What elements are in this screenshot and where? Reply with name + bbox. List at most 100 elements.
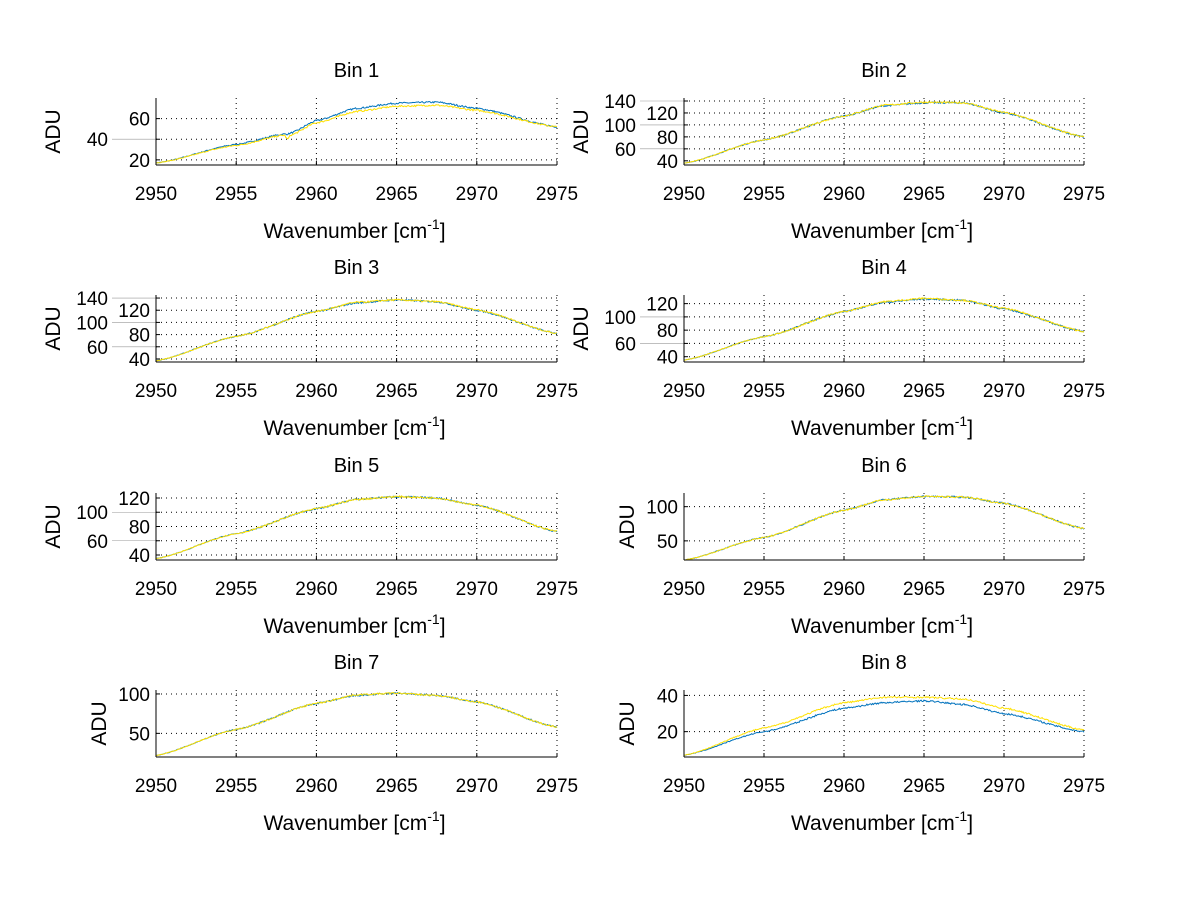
x-tick-label: 2970 <box>456 776 498 797</box>
x-tick-label: 2955 <box>215 579 257 600</box>
x-tick-label: 2970 <box>456 184 498 205</box>
x-axis-label: Wavenumber [cm-1] <box>263 413 445 440</box>
x-tick-label: 2960 <box>295 776 337 797</box>
y-axis-label: ADU <box>570 109 593 153</box>
x-axis-label-suffix: ] <box>967 615 973 638</box>
subplot-bin-4: 2950 2955 2960 2965 2970 2975 40 60 80 100 120 Bin … <box>570 257 1105 440</box>
y-tick-label: 120 <box>118 489 150 510</box>
x-axis-label-text: Wavenumber [cm <box>791 417 955 440</box>
series-line-1 <box>155 100 558 164</box>
x-axis-label-text: Wavenumber [cm <box>791 812 955 835</box>
x-axis-label-text: Wavenumber [cm <box>263 812 427 835</box>
subplot-title: Bin 2 <box>861 60 907 82</box>
x-tick-label: 2965 <box>375 776 417 797</box>
x-tick-label: 2975 <box>536 381 578 402</box>
subplot-title: Bin 3 <box>334 257 380 279</box>
y-tick-label: 120 <box>118 301 150 322</box>
y-axis-label: ADU <box>42 109 65 153</box>
x-tick-label: 2970 <box>456 381 498 402</box>
x-axis-label: Wavenumber [cm-1] <box>791 808 973 835</box>
subplot-bin-5: 2950 2955 2960 2965 2970 2975 40 60 80 100 120 Bin … <box>42 455 578 638</box>
x-axis-label-suffix: ] <box>967 220 973 243</box>
x-tick-label: 2965 <box>903 579 945 600</box>
x-axis-label-suffix: ] <box>440 615 446 638</box>
x-axis-label: Wavenumber [cm-1] <box>263 611 445 638</box>
x-tick-label: 2960 <box>823 776 865 797</box>
x-tick-label: 2955 <box>743 579 785 600</box>
y-tick-label: 40 <box>657 686 678 707</box>
series-line-2 <box>684 101 1085 164</box>
y-tick-label: 100 <box>646 498 678 519</box>
x-tick-label: 2965 <box>375 381 417 402</box>
x-tick-label: 2975 <box>1063 184 1105 205</box>
x-tick-label: 2955 <box>743 776 785 797</box>
x-tick-label: 2975 <box>536 776 578 797</box>
x-tick-label: 2955 <box>743 184 785 205</box>
x-tick-label: 2975 <box>1063 381 1105 402</box>
x-axis-label: Wavenumber [cm-1] <box>791 413 973 440</box>
series-line-2 <box>683 296 1085 361</box>
x-tick-label: 2950 <box>663 381 705 402</box>
x-axis-label: Wavenumber [cm-1] <box>263 808 445 835</box>
y-tick-label: 60 <box>615 140 636 161</box>
y-axis-label: ADU <box>42 306 65 350</box>
x-tick-label: 2965 <box>903 184 945 205</box>
x-tick-label: 2955 <box>215 184 257 205</box>
y-tick-label: 80 <box>657 128 678 149</box>
x-axis-label-superscript: -1 <box>427 216 440 232</box>
y-tick-label: 40 <box>657 348 678 369</box>
x-tick-label: 2950 <box>135 381 177 402</box>
y-tick-label: 40 <box>129 350 150 371</box>
subplot-bin-1: 2950 2955 2960 2965 2970 2975 20 40 60 Bin 1 Waven… <box>42 60 578 243</box>
y-tick-label: 80 <box>657 321 678 342</box>
y-tick-label: 100 <box>604 308 636 329</box>
x-axis-label-text: Wavenumber [cm <box>791 615 955 638</box>
x-axis-label-superscript: -1 <box>427 808 440 824</box>
y-tick-label: 60 <box>615 334 636 355</box>
x-axis-label-text: Wavenumber [cm <box>263 417 427 440</box>
y-tick-label: 100 <box>118 685 150 706</box>
series-line-2 <box>156 298 558 362</box>
series-line-2 <box>155 495 558 560</box>
y-tick-label: 100 <box>76 503 108 524</box>
x-tick-label: 2955 <box>215 381 257 402</box>
x-tick-label: 2970 <box>983 776 1025 797</box>
y-tick-label: 20 <box>657 723 678 744</box>
x-axis-label-superscript: -1 <box>955 413 968 429</box>
x-axis-label-suffix: ] <box>440 812 446 835</box>
y-tick-label: 120 <box>646 295 678 316</box>
x-tick-label: 2960 <box>295 381 337 402</box>
y-axis-label: ADU <box>616 701 639 745</box>
x-axis-label-text: Wavenumber [cm <box>791 220 955 243</box>
x-tick-label: 2965 <box>903 381 945 402</box>
x-tick-label: 2965 <box>375 184 417 205</box>
series-line-1 <box>683 101 1085 164</box>
subplot-bin-8: 2950 2955 2960 2965 2970 2975 20 40 Bin 8 Wavenum… <box>616 652 1105 835</box>
y-tick-label: 100 <box>604 116 636 137</box>
y-tick-label: 60 <box>129 110 150 131</box>
x-tick-label: 2975 <box>1063 776 1105 797</box>
x-tick-label: 2955 <box>743 381 785 402</box>
x-tick-label: 2960 <box>295 184 337 205</box>
subplot-title: Bin 6 <box>861 455 907 477</box>
x-tick-label: 2960 <box>823 579 865 600</box>
x-tick-label: 2960 <box>823 184 865 205</box>
series-line-2 <box>683 495 1085 561</box>
x-tick-label: 2975 <box>536 579 578 600</box>
series-line-1 <box>684 495 1085 561</box>
x-tick-label: 2950 <box>663 776 705 797</box>
y-axis-label: ADU <box>570 306 593 350</box>
x-tick-label: 2970 <box>983 579 1025 600</box>
subplot-bin-6: 2950 2955 2960 2965 2970 2975 50 100 Bin 6 Wavenu… <box>616 455 1105 638</box>
x-axis-label-suffix: ] <box>967 812 973 835</box>
x-tick-label: 2970 <box>983 184 1025 205</box>
x-axis-label-suffix: ] <box>440 220 446 243</box>
series-line-1 <box>683 297 1085 361</box>
y-tick-label: 80 <box>129 326 150 347</box>
x-axis-label-suffix: ] <box>967 417 973 440</box>
x-tick-label: 2960 <box>295 579 337 600</box>
y-tick-label: 60 <box>87 338 108 359</box>
subplot-title: Bin 1 <box>334 60 380 82</box>
y-tick-label: 40 <box>87 130 108 151</box>
